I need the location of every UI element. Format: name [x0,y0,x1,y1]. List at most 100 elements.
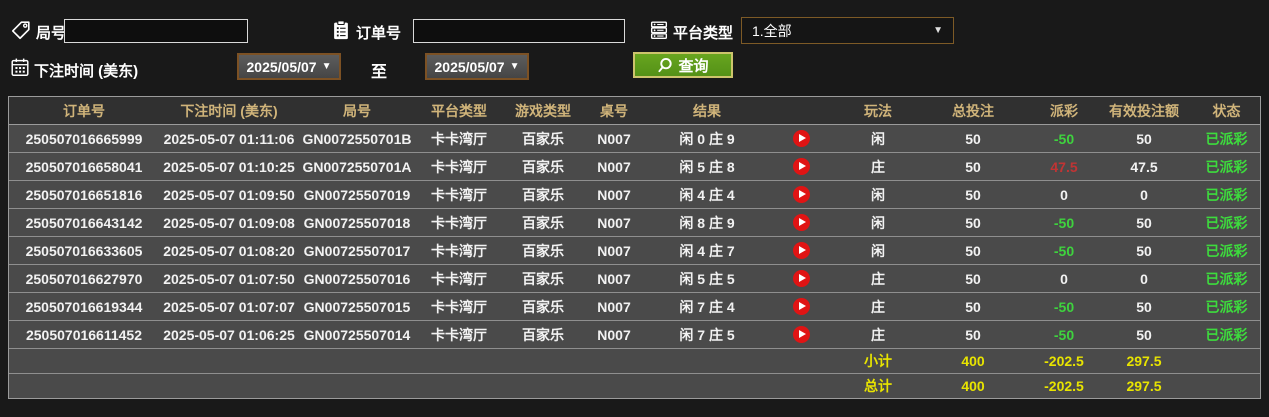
cell-order_no: 250507016633605 [9,236,159,265]
cell-payout: -50 [1033,320,1095,349]
cell-order_no: 250507016611452 [9,320,159,349]
replay-play-icon[interactable] [793,186,810,203]
cell-bet_time: 2025-05-07 01:10:25 [159,152,299,181]
round-number-input[interactable] [64,19,248,43]
empty-cell [503,373,583,398]
cell-bet_time: 2025-05-07 01:08:20 [159,236,299,265]
date-to-value: 2025/05/07 [434,58,505,75]
replay-play-icon[interactable] [793,130,810,147]
empty-cell [159,348,299,374]
empty-cell [9,348,159,374]
column-header-round_no: 局号 [299,97,415,125]
cell-total_bet: 50 [913,320,1033,349]
empty-cell [9,373,159,398]
replay-play-icon[interactable] [793,214,810,231]
cell-total_bet: 50 [913,208,1033,237]
cell-payout: -50 [1033,292,1095,321]
cell-table_no: N007 [583,124,645,153]
cell-total_bet: 50 [913,236,1033,265]
cell-table_no: N007 [583,292,645,321]
column-header-status: 状态 [1193,97,1260,125]
tag-icon [11,21,30,40]
empty-cell [503,348,583,374]
replay-play-icon[interactable] [793,298,810,315]
cell-order_no: 250507016665999 [9,124,159,153]
cell-bet_time: 2025-05-07 01:09:08 [159,208,299,237]
platform-type-label: 平台类型 [673,25,734,42]
empty-cell [583,373,645,398]
cell-status: 已派彩 [1193,264,1260,293]
cell-table_no: N007 [583,152,645,181]
cell-payout: -50 [1033,236,1095,265]
filter-bar: 局号 订单号 平台类型 1.全部 ▼ 下注时间 (美东) 2025/05/07 [0,0,1269,96]
column-header-table_no: 桌号 [583,97,645,125]
cell-status: 已派彩 [1193,124,1260,153]
column-header-order_no: 订单号 [9,97,159,125]
order-number-label: 订单号 [356,25,402,42]
cell-table_no: N007 [583,236,645,265]
cell-game_type: 百家乐 [503,180,583,209]
cell-bet_time: 2025-05-07 01:11:06 [159,124,299,153]
cell-table_no: N007 [583,208,645,237]
column-header-payout: 派彩 [1033,97,1095,125]
result-text: 闲 7 庄 4 [679,298,735,315]
bet-records-table-wrap: 订单号 下注时间 (美东) 局号 平台类型 游戏类型 桌号 结果 玩法 总投注 派彩 有效投注额 状态… [8,96,1261,399]
subtotal-row-total-bet: 400 [913,348,1033,374]
cell-result: 闲 4 庄 4 [645,180,843,209]
date-from-value: 2025/05/07 [246,58,317,75]
clipboard-icon [334,20,348,40]
cell-game_type: 百家乐 [503,152,583,181]
cell-round_no: GN00725507017 [299,236,415,265]
result-text: 闲 5 庄 8 [679,158,735,175]
replay-play-icon[interactable] [793,326,810,343]
platform-type-selected-value: 1.全部 [752,22,792,39]
cell-play: 庄 [843,320,913,349]
cell-payout: 47.5 [1033,152,1095,181]
cell-total_bet: 50 [913,152,1033,181]
grand-total-row-total-bet: 400 [913,373,1033,398]
cell-result: 闲 7 庄 5 [645,320,843,349]
cell-round_no: GN0072550701B [299,124,415,153]
chevron-down-icon: ▼ [509,61,520,72]
empty-cell [299,348,415,374]
table-row: 250507016651816 2025-05-07 01:09:50 GN0072… [9,180,1260,209]
cell-bet_time: 2025-05-07 01:07:50 [159,264,299,293]
cell-platform: 卡卡湾厅 [415,264,503,293]
cell-play: 闲 [843,208,913,237]
server-icon [650,21,668,40]
replay-play-icon[interactable] [793,158,810,175]
result-text: 闲 4 庄 7 [679,242,735,259]
calendar-icon [11,58,29,76]
cell-round_no: GN00725507019 [299,180,415,209]
cell-status: 已派彩 [1193,320,1260,349]
empty-cell [159,373,299,398]
cell-order_no: 250507016619344 [9,292,159,321]
date-from-select[interactable]: 2025/05/07 ▼ [237,53,341,80]
replay-play-icon[interactable] [793,242,810,259]
grand-total-row-valid-bet: 297.5 [1095,373,1193,398]
cell-play: 庄 [843,152,913,181]
round-number-label: 局号 [36,25,67,42]
cell-status: 已派彩 [1193,180,1260,209]
platform-type-select[interactable]: 1.全部 ▼ [741,17,954,44]
cell-order_no: 250507016627970 [9,264,159,293]
cell-game_type: 百家乐 [503,208,583,237]
replay-play-icon[interactable] [793,270,810,287]
cell-valid_bet: 50 [1095,320,1193,349]
cell-platform: 卡卡湾厅 [415,180,503,209]
date-to-select[interactable]: 2025/05/07 ▼ [425,53,529,80]
cell-table_no: N007 [583,264,645,293]
column-header-game_type: 游戏类型 [503,97,583,125]
cell-play: 闲 [843,236,913,265]
cell-round_no: GN00725507014 [299,320,415,349]
cell-total_bet: 50 [913,180,1033,209]
empty-cell [1193,348,1260,374]
order-number-input[interactable] [413,19,625,43]
table-row: 250507016658041 2025-05-07 01:10:25 GN0072… [9,152,1260,181]
search-button[interactable]: 查询 [633,52,733,78]
empty-cell [415,373,503,398]
cell-game_type: 百家乐 [503,264,583,293]
cell-valid_bet: 50 [1095,208,1193,237]
cell-play: 闲 [843,124,913,153]
empty-cell [415,348,503,374]
